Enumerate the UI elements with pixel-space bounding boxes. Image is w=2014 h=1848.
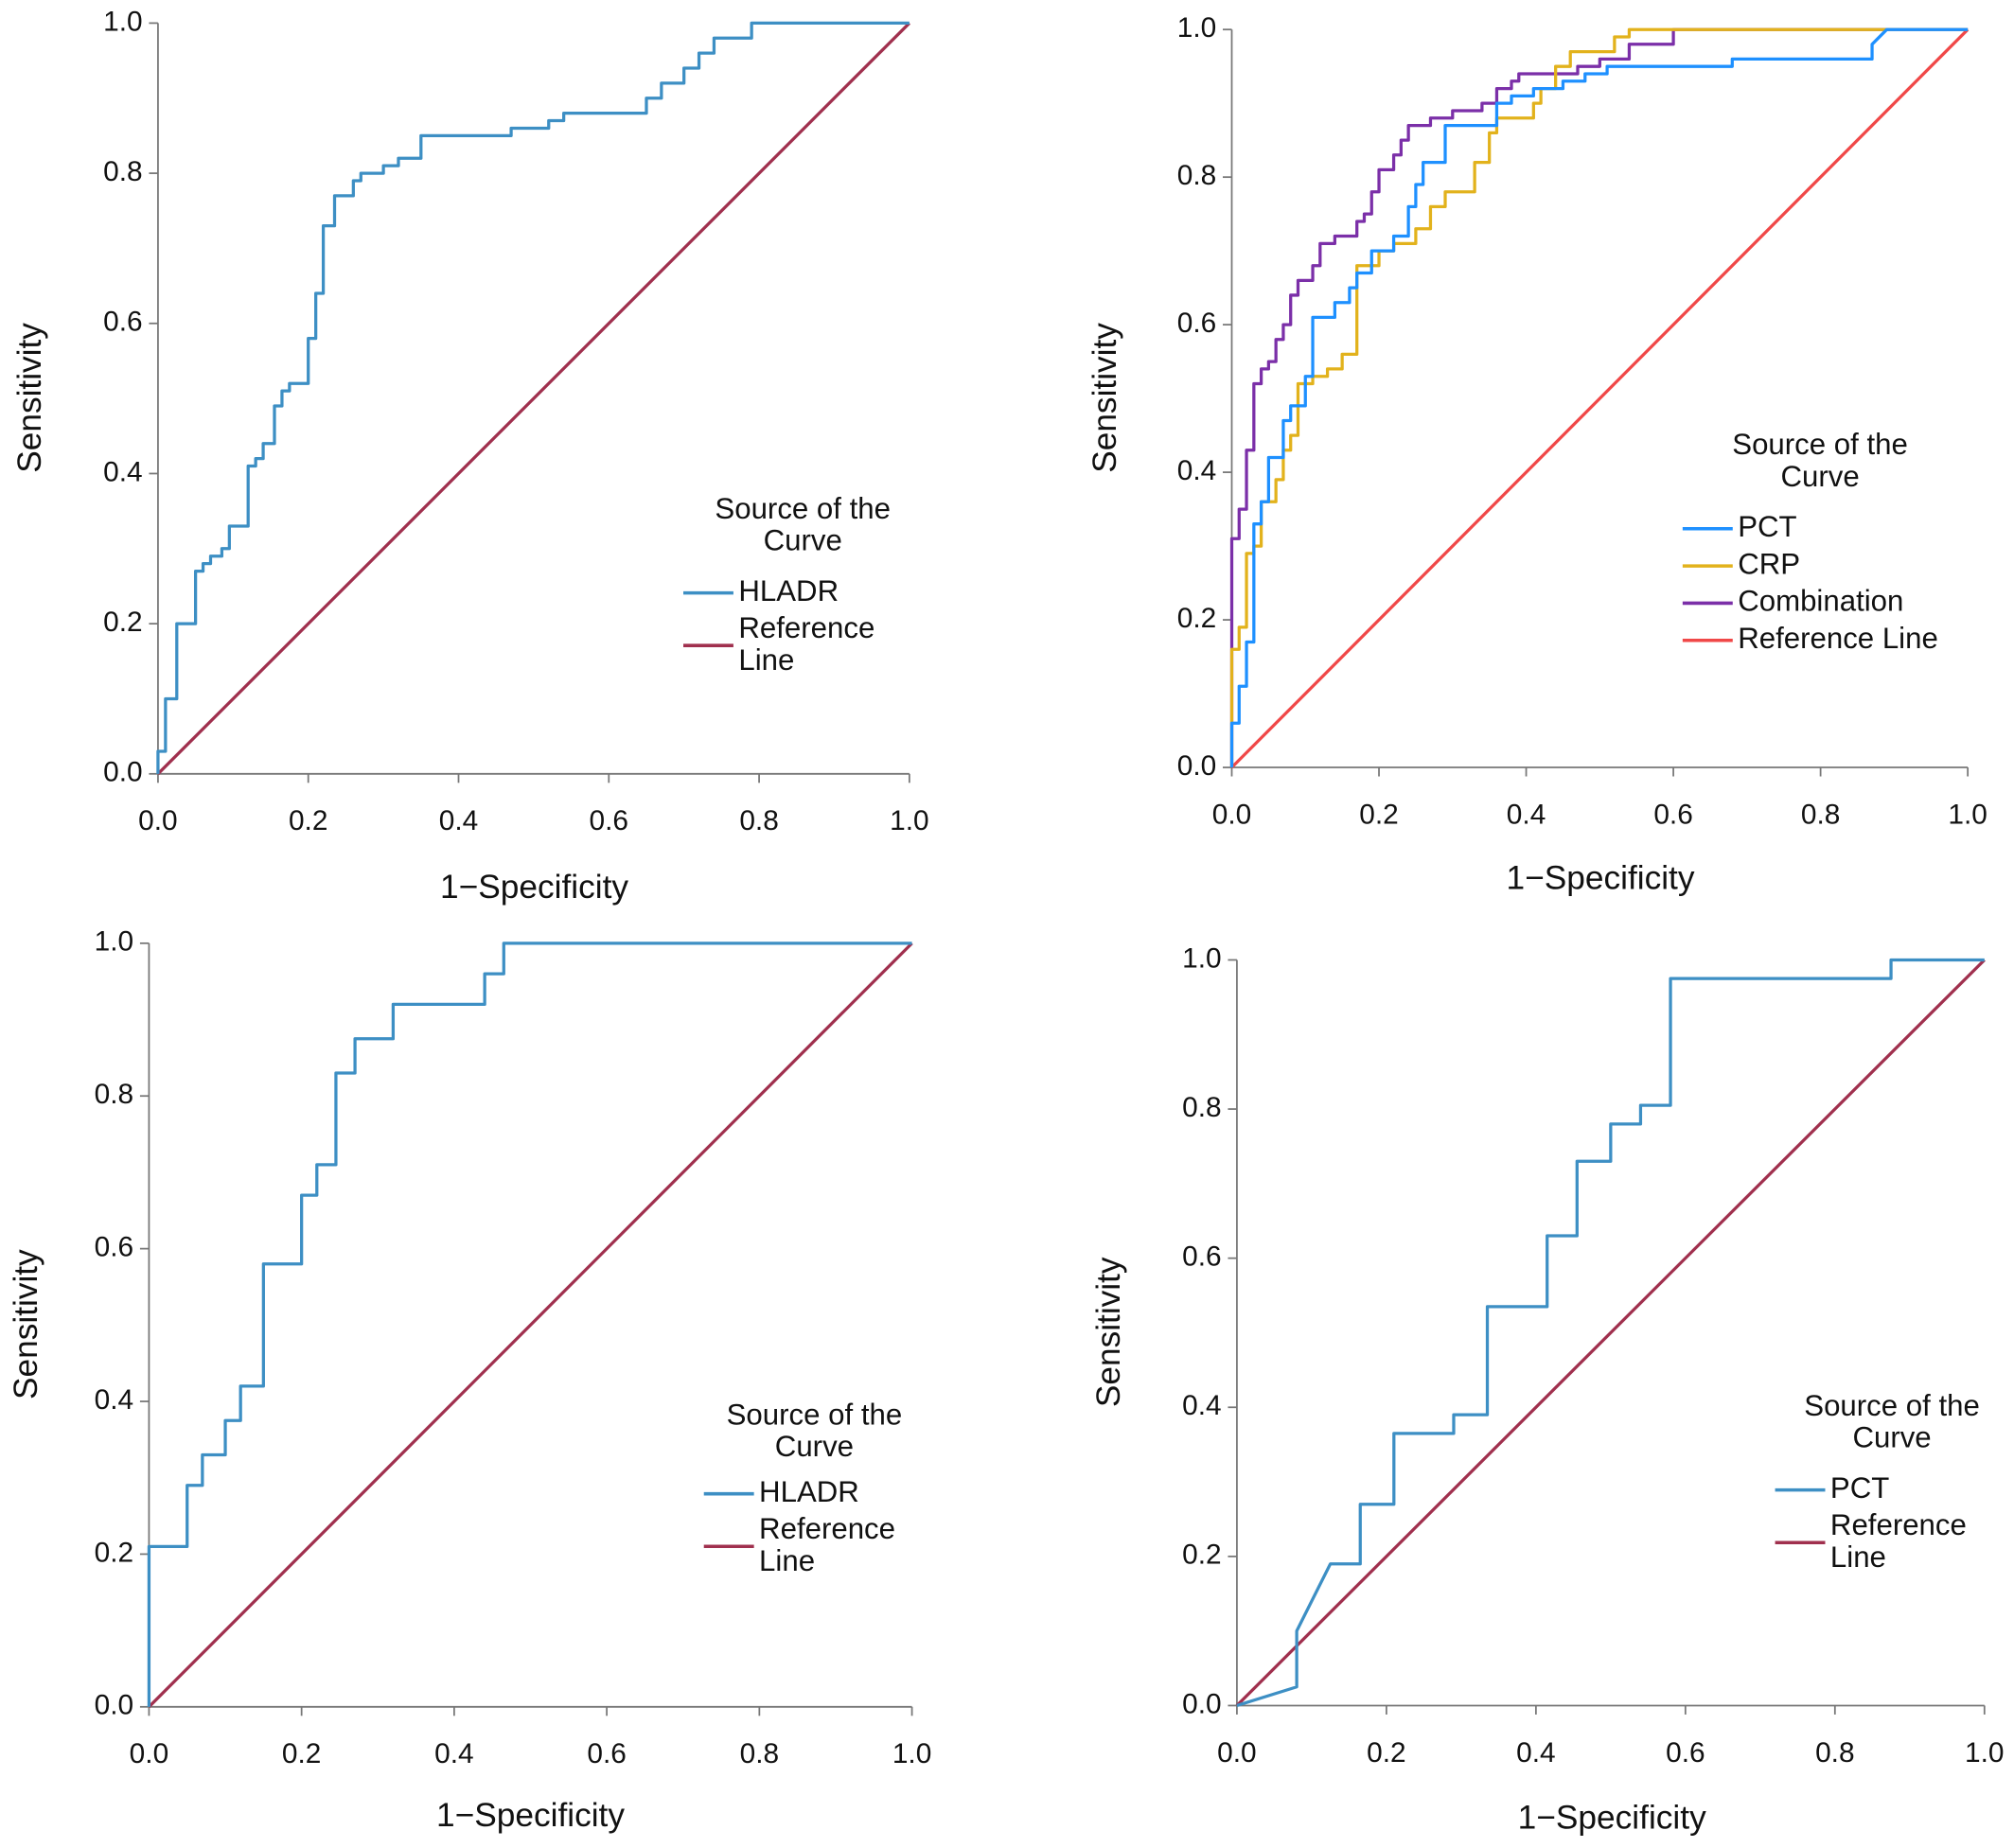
x-tick-label: 1.0 bbox=[890, 805, 928, 836]
x-tick-label: 0.4 bbox=[434, 1738, 473, 1769]
x-axis-label: 1−Specificity bbox=[436, 1797, 625, 1834]
y-tick-label: 0.0 bbox=[103, 757, 142, 788]
x-tick-label: 0.8 bbox=[1815, 1737, 1854, 1769]
roc-curve bbox=[1235, 959, 1986, 1707]
x-tick-label: 1.0 bbox=[892, 1738, 931, 1769]
x-tick-label: 0.0 bbox=[1212, 799, 1251, 830]
y-tick-label: 0.6 bbox=[1177, 308, 1216, 339]
x-tick-label: 1.0 bbox=[1948, 799, 1987, 830]
x-tick-label: 0.8 bbox=[739, 805, 778, 836]
y-tick-label: 1.0 bbox=[95, 926, 133, 958]
x-tick-label: 0.6 bbox=[1653, 799, 1692, 830]
y-tick-label: 0.6 bbox=[1182, 1241, 1221, 1273]
x-axis-label: 1−Specificity bbox=[1518, 1799, 1706, 1836]
legend-label: PCT bbox=[1738, 510, 1796, 543]
x-axis-label: 1−Specificity bbox=[440, 869, 628, 906]
legend-title: Source of the Curve bbox=[1732, 428, 1908, 493]
chart: 0.0 0.2 0.4 0.6 0.8 1.0 0.0 0.2 0.4 0.6 0.8 1.0 1−Sp… bbox=[1090, 942, 2004, 1836]
x-tick-label: 0.4 bbox=[1507, 799, 1546, 830]
y-axis-label: Sensitivity bbox=[1086, 323, 1123, 473]
chart: 0.0 0.2 0.4 0.6 0.8 1.0 0.0 0.2 0.4 0.6 0.8 1.0 1−Sp… bbox=[1086, 12, 1988, 897]
x-tick-label: 0.4 bbox=[1516, 1737, 1555, 1769]
legend-label: CRP bbox=[1738, 547, 1800, 580]
roc-curve bbox=[1229, 27, 1969, 768]
legend-label: PCT bbox=[1830, 1471, 1889, 1505]
y-tick-label: 0.2 bbox=[95, 1537, 133, 1568]
roc-curve bbox=[156, 21, 910, 774]
y-tick-label: 0.0 bbox=[95, 1690, 133, 1721]
x-tick-label: 0.2 bbox=[1359, 799, 1398, 830]
x-axis-label: 1−Specificity bbox=[1506, 860, 1694, 897]
roc-curve bbox=[148, 942, 913, 1708]
y-tick-label: 0.0 bbox=[1182, 1688, 1221, 1719]
y-tick-label: 1.0 bbox=[1182, 942, 1221, 974]
x-tick-label: 0.8 bbox=[740, 1738, 779, 1769]
legend-title: Source of the Curve bbox=[727, 1399, 903, 1464]
x-tick-label: 0.0 bbox=[130, 1738, 168, 1769]
y-tick-label: 0.4 bbox=[95, 1384, 133, 1416]
chart: 0.0 0.2 0.4 0.6 0.8 1.0 0.0 0.2 0.4 0.6 0.8 1.0 1−Sp… bbox=[8, 926, 931, 1834]
legend-title: Source of the Curve bbox=[715, 492, 891, 557]
y-tick-label: 0.4 bbox=[1177, 455, 1216, 486]
roc-curve bbox=[1230, 28, 1970, 769]
legend-label: Combination bbox=[1738, 585, 1903, 618]
x-tick-label: 0.6 bbox=[587, 1738, 626, 1769]
roc-curve bbox=[156, 22, 911, 775]
x-tick-label: 0.2 bbox=[289, 805, 327, 836]
legend-label: HLADR bbox=[738, 574, 839, 607]
y-tick-label: 0.2 bbox=[103, 607, 142, 638]
x-tick-label: 0.8 bbox=[1801, 799, 1840, 830]
x-tick-label: 0.2 bbox=[1367, 1737, 1405, 1769]
y-tick-label: 0.8 bbox=[103, 156, 142, 187]
y-tick-label: 0.8 bbox=[1177, 160, 1216, 191]
y-tick-label: 0.4 bbox=[103, 456, 142, 487]
y-tick-label: 0.6 bbox=[95, 1232, 133, 1263]
roc-curve bbox=[1229, 27, 1969, 768]
x-tick-label: 0.0 bbox=[1217, 1737, 1256, 1769]
roc-curve bbox=[147, 942, 912, 1707]
y-tick-label: 1.0 bbox=[103, 6, 142, 37]
legend-label: Reference Line bbox=[1830, 1508, 1967, 1574]
y-tick-label: 0.2 bbox=[1182, 1540, 1221, 1571]
y-tick-label: 0.6 bbox=[103, 307, 142, 338]
y-axis-label: Sensitivity bbox=[8, 1249, 44, 1399]
roc-curve bbox=[1236, 958, 1985, 1708]
y-tick-label: 0.8 bbox=[1182, 1092, 1221, 1123]
x-tick-label: 0.6 bbox=[1666, 1737, 1705, 1769]
x-tick-label: 0.4 bbox=[439, 805, 478, 836]
y-axis-label: Sensitivity bbox=[1090, 1257, 1127, 1407]
legend-label: Reference Line bbox=[759, 1512, 895, 1577]
y-tick-label: 0.4 bbox=[1182, 1390, 1221, 1421]
legend-label: Reference Line bbox=[1738, 622, 1938, 655]
x-tick-label: 0.6 bbox=[590, 805, 628, 836]
y-tick-label: 0.0 bbox=[1177, 750, 1216, 782]
chart: 0.0 0.2 0.4 0.6 0.8 1.0 0.0 0.2 0.4 0.6 0.8 1.0 1−Sp… bbox=[11, 6, 928, 906]
legend-title: Source of the Curve bbox=[1804, 1389, 1980, 1454]
y-tick-label: 0.8 bbox=[95, 1079, 133, 1110]
x-tick-label: 0.2 bbox=[282, 1738, 321, 1769]
y-tick-label: 1.0 bbox=[1177, 12, 1216, 44]
y-axis-label: Sensitivity bbox=[11, 323, 48, 473]
y-tick-label: 0.2 bbox=[1177, 603, 1216, 634]
legend-label: Reference Line bbox=[738, 611, 874, 677]
x-tick-label: 0.0 bbox=[138, 805, 177, 836]
legend-label: HLADR bbox=[759, 1475, 859, 1508]
x-tick-label: 1.0 bbox=[1965, 1737, 2004, 1769]
